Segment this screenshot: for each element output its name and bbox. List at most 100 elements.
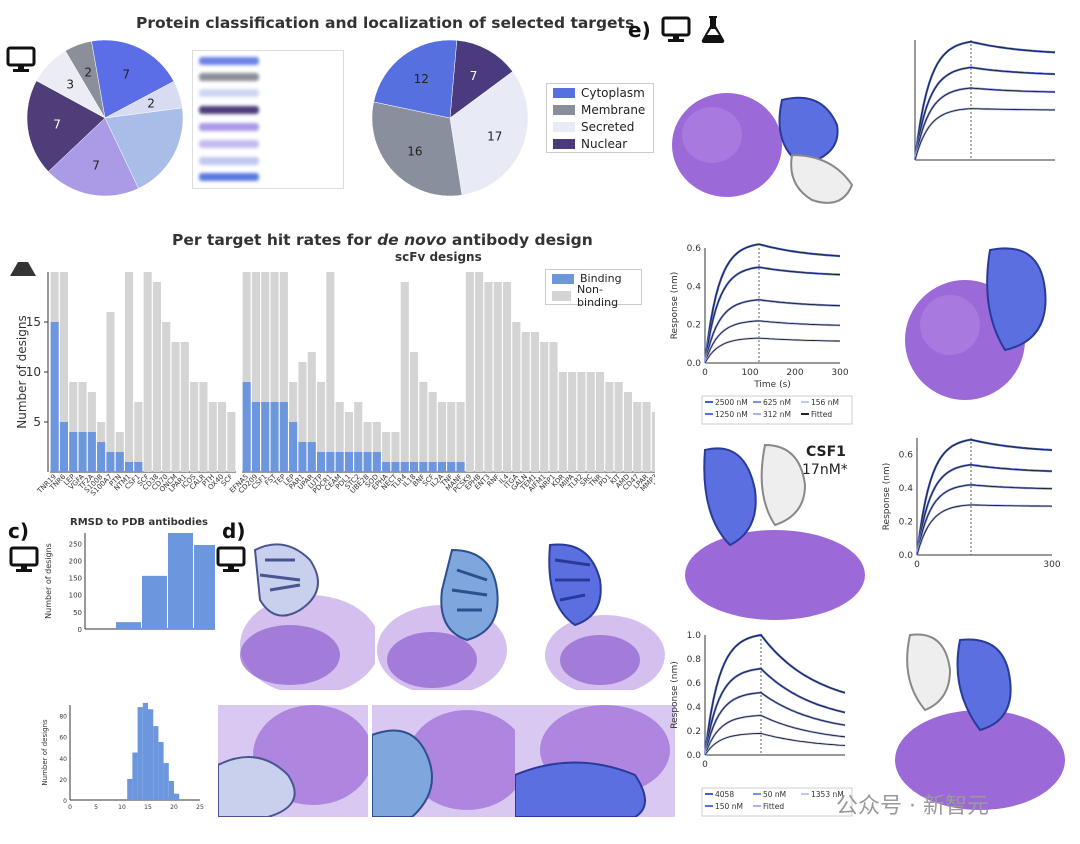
bar-nonbinding: [410, 352, 419, 472]
localization-pie-chart: 7 17 16 12: [371, 39, 529, 197]
bar-nonbinding: [419, 382, 428, 472]
y-tick-label: 15: [26, 315, 41, 329]
y-tick-label: 0.8: [687, 655, 702, 665]
x-tick-label: 10: [118, 804, 126, 811]
legend-label: 1250 nM: [715, 410, 748, 419]
structure-image: [545, 543, 665, 690]
series-line: [913, 107, 1055, 161]
hist-bar: [142, 702, 148, 800]
bar-nonbinding: [152, 282, 161, 472]
x-axis-label: Time (s): [753, 380, 791, 390]
bar-nonbinding: [251, 272, 260, 472]
bar-binding: [251, 402, 260, 472]
fitted-line: [704, 337, 841, 364]
rmsd-title: RMSD to PDB antibodies: [70, 517, 208, 528]
pie-slice-label: 16: [407, 144, 422, 158]
computer-icon: [216, 546, 246, 572]
legend-label: Cytoplasm: [581, 85, 645, 100]
bar-nonbinding: [69, 382, 78, 472]
fitted-line: [914, 87, 1056, 161]
fitted-line: [914, 108, 1055, 161]
series-line: [703, 266, 841, 364]
legend-item-secreted: Secreted: [547, 118, 653, 135]
x-tick-label: 100: [741, 368, 758, 378]
csf1-label: CSF1: [806, 444, 846, 460]
bar-binding: [382, 462, 391, 472]
y-tick-label: 100: [69, 592, 82, 600]
bar-binding: [97, 442, 106, 472]
computer-icon: [9, 546, 39, 572]
hist-bar: [158, 741, 164, 800]
legend-item-cytoplasm: Cytoplasm: [547, 84, 653, 101]
bar-binding: [410, 462, 419, 472]
bar-binding: [289, 422, 298, 472]
bar-binding: [419, 462, 428, 472]
flask-icon: [10, 262, 36, 276]
y-tick-label: 80: [59, 714, 67, 721]
pie-slice: [371, 101, 463, 197]
y-axis-label: Response (nm): [670, 272, 680, 340]
bar-binding: [106, 452, 115, 472]
bar-binding: [125, 462, 134, 472]
bar-binding: [400, 462, 409, 472]
structure-image: [372, 705, 522, 817]
bar-binding: [428, 462, 437, 472]
bar-nonbinding: [134, 402, 143, 472]
panel-label-e: e): [628, 18, 651, 42]
pie-slice-label: 7: [122, 68, 130, 82]
pie-slice-label: 3: [66, 77, 74, 91]
bar-binding: [326, 452, 335, 472]
fitted-line: [704, 692, 846, 756]
pie-slice-label: 7: [470, 69, 478, 83]
fitted-line: [914, 41, 1056, 161]
structure-image: [685, 443, 865, 620]
bar-binding: [87, 432, 96, 472]
bar-binding: [363, 452, 372, 472]
bar-binding: [115, 452, 124, 472]
fitted-line: [704, 243, 841, 364]
hist-bar: [127, 778, 133, 800]
y-tick-label: 0.4: [687, 282, 702, 292]
pie-slice: [373, 39, 458, 119]
legend-label: 50 nM: [763, 790, 786, 799]
pie-slice-label: 17: [487, 129, 502, 143]
x-tick-label: 0: [702, 368, 708, 378]
y-tick-label: 1.0: [687, 631, 702, 641]
bar-nonbinding: [437, 402, 446, 472]
legend-label: 156 nM: [811, 398, 839, 407]
kinetics-plot-2: 0.0 0.2 0.4 0.6 0 300 Response (nm): [882, 438, 1061, 570]
kinetics-plot-3: 0.0 0.2 0.4 0.6 0.8 1.0 0 Response (nm) 4058 50 n…: [670, 631, 853, 817]
x-tick-label: 0: [914, 560, 920, 570]
hist-bar: [163, 763, 169, 800]
bar-nonbinding: [279, 272, 288, 472]
bar: [116, 622, 141, 629]
y-tick-label: 200: [69, 557, 82, 565]
y-tick-label: 0.0: [687, 359, 702, 369]
series-line: [703, 243, 841, 364]
bar-binding: [391, 462, 400, 472]
bar-nonbinding: [512, 322, 521, 472]
bar-nonbinding: [391, 432, 400, 472]
hit-rate-title: Per target hit rates for de novo antibod…: [172, 231, 593, 249]
bar-nonbinding: [568, 372, 577, 472]
fitted-line: [704, 299, 841, 364]
bar-nonbinding: [549, 342, 558, 472]
legend-frame: [701, 395, 853, 425]
bar-nonbinding: [78, 382, 87, 472]
hist-bar: [168, 781, 174, 800]
legend-label: Non-binding: [577, 282, 619, 309]
fitted-line: [916, 484, 1053, 556]
bar-nonbinding: [633, 402, 642, 472]
fitted-line: [916, 504, 1053, 556]
fitted-line: [914, 66, 1056, 161]
pie-slice-label: 12: [414, 72, 429, 86]
pie-slice: [91, 39, 175, 119]
bar-binding: [242, 382, 251, 472]
bar-binding: [134, 462, 143, 472]
bar-nonbinding: [171, 342, 180, 472]
y-axis-label: Number of designs: [41, 719, 49, 786]
title-text: antibody design: [446, 231, 593, 249]
bar-nonbinding: [642, 402, 651, 472]
legend-label: 4058: [715, 790, 734, 799]
